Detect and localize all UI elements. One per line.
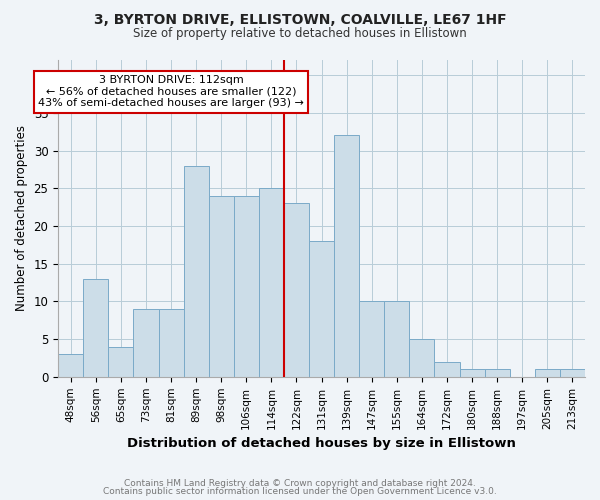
Bar [284,204,309,377]
Bar [259,188,284,377]
Text: Contains public sector information licensed under the Open Government Licence v3: Contains public sector information licen… [103,488,497,496]
Bar [560,370,585,377]
Bar [83,279,109,377]
Bar [485,370,510,377]
Bar [158,309,184,377]
Bar [334,136,359,377]
Bar [234,196,259,377]
Bar [460,370,485,377]
Bar [535,370,560,377]
Text: Size of property relative to detached houses in Ellistown: Size of property relative to detached ho… [133,28,467,40]
Bar [209,196,234,377]
Bar [384,302,409,377]
Bar [359,302,384,377]
X-axis label: Distribution of detached houses by size in Ellistown: Distribution of detached houses by size … [127,437,516,450]
Text: Contains HM Land Registry data © Crown copyright and database right 2024.: Contains HM Land Registry data © Crown c… [124,478,476,488]
Bar [434,362,460,377]
Bar [409,339,434,377]
Bar [184,166,209,377]
Bar [133,309,158,377]
Y-axis label: Number of detached properties: Number of detached properties [15,126,28,312]
Bar [58,354,83,377]
Text: 3, BYRTON DRIVE, ELLISTOWN, COALVILLE, LE67 1HF: 3, BYRTON DRIVE, ELLISTOWN, COALVILLE, L… [94,12,506,26]
Text: 3 BYRTON DRIVE: 112sqm
← 56% of detached houses are smaller (122)
43% of semi-de: 3 BYRTON DRIVE: 112sqm ← 56% of detached… [38,75,304,108]
Bar [109,346,133,377]
Bar [309,241,334,377]
